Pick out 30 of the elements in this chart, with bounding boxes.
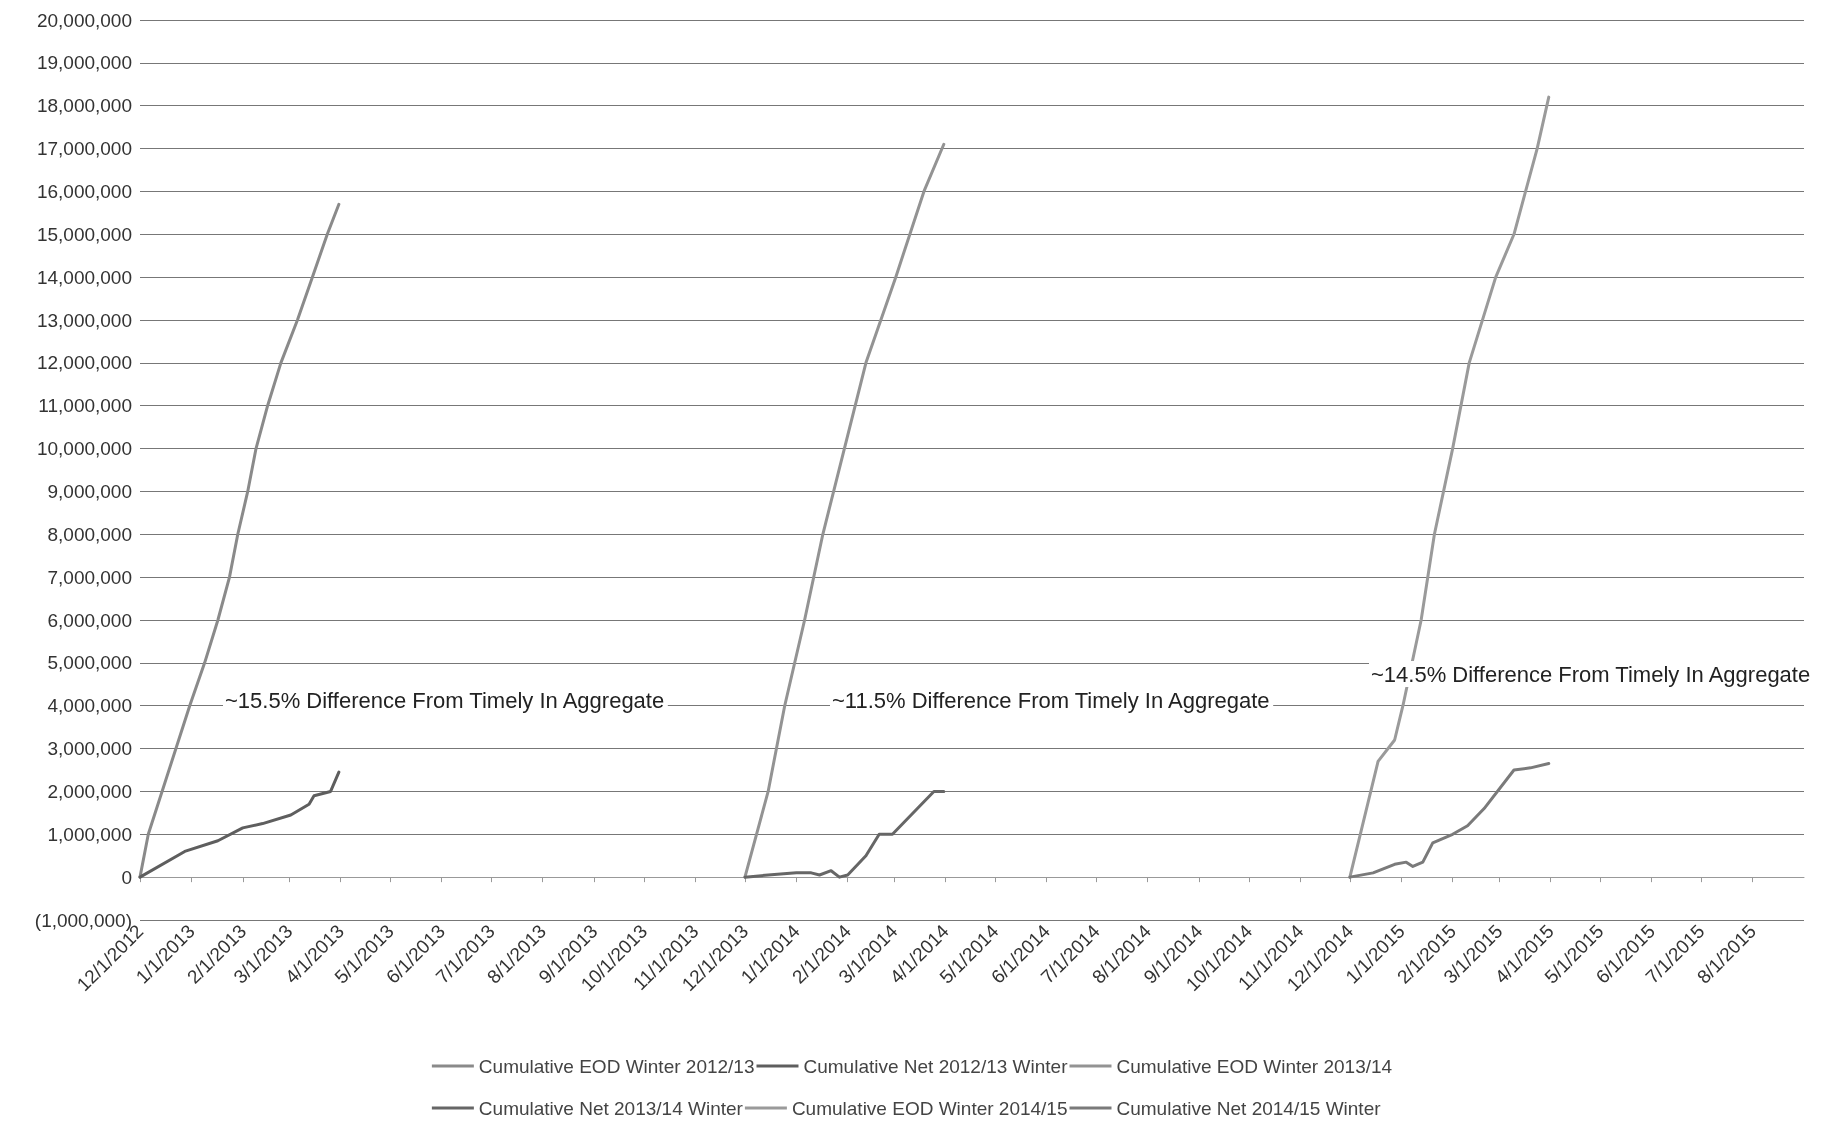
legend-label: Cumulative EOD Winter 2012/13 (478, 1055, 755, 1077)
y-tick-label: 20,000,000 (36, 9, 132, 31)
y-tick-label: 0 (121, 866, 132, 888)
y-tick-label: 11,000,000 (38, 395, 132, 417)
y-tick-label: 9,000,000 (47, 480, 132, 502)
y-tick-label: 16,000,000 (36, 180, 132, 202)
y-tick-label: 6,000,000 (47, 609, 132, 631)
y-tick-label: 19,000,000 (36, 52, 132, 74)
legend-label: Cumulative EOD Winter 2014/15 (791, 1097, 1068, 1119)
annotation: ~15.5% Difference From Timely In Aggregate (225, 687, 665, 713)
y-tick-label: 14,000,000 (36, 266, 132, 288)
annotation: ~11.5% Difference From Timely In Aggregate (832, 687, 1270, 713)
y-tick-label: 15,000,000 (36, 223, 132, 245)
y-tick-label: 13,000,000 (36, 309, 132, 331)
y-tick-label: 10,000,000 (36, 438, 132, 460)
y-tick-label: 17,000,000 (36, 138, 132, 160)
y-tick-label: 7,000,000 (47, 566, 132, 588)
annotation: ~14.5% Difference From Timely In Aggregate (1371, 661, 1811, 687)
y-tick-label: 5,000,000 (47, 652, 132, 674)
y-tick-label: 4,000,000 (47, 695, 132, 717)
y-tick-label: 3,000,000 (47, 738, 132, 760)
y-tick-label: 12,000,000 (36, 352, 132, 374)
legend-label: Cumulative Net 2014/15 Winter (1116, 1097, 1382, 1119)
y-tick-label: 18,000,000 (36, 95, 132, 117)
legend-label: Cumulative EOD Winter 2013/14 (1116, 1055, 1393, 1077)
y-tick-label: 1,000,000 (47, 823, 132, 845)
y-tick-label: 2,000,000 (47, 780, 132, 802)
legend-label: Cumulative Net 2013/14 Winter (478, 1097, 744, 1119)
y-tick-label: 8,000,000 (47, 523, 132, 545)
legend-label: Cumulative Net 2012/13 Winter (803, 1055, 1069, 1077)
